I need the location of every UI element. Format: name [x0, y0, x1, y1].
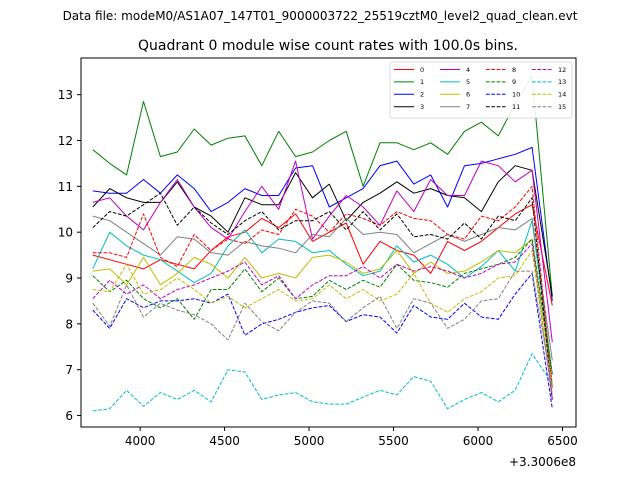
plot-area: [81, 58, 576, 427]
legend-label-6: 6: [466, 91, 470, 99]
legend-label-10: 10: [512, 91, 520, 99]
series-line-14: [92, 250, 553, 393]
legend-label-5: 5: [466, 78, 470, 86]
series-line-13: [92, 353, 553, 412]
series-layer: [92, 75, 553, 412]
chart-title: Quadrant 0 module wise count rates with …: [138, 38, 518, 54]
x-tick-label: 6500: [547, 434, 578, 448]
series-line-3: [92, 165, 553, 297]
x-tick-label: 5000: [294, 434, 325, 448]
x-tick-label: 6000: [463, 434, 494, 448]
legend-label-9: 9: [512, 78, 516, 86]
series-line-6: [92, 238, 553, 384]
series-line-11: [92, 192, 553, 400]
y-tick-label: 13: [58, 88, 73, 102]
x-tick-label: 5500: [378, 434, 409, 448]
y-tick-label: 10: [58, 226, 73, 240]
series-line-9: [92, 238, 553, 375]
y-tick-label: 11: [58, 180, 73, 194]
legend-label-13: 13: [558, 78, 566, 86]
legend-label-7: 7: [466, 103, 470, 111]
legend-label-11: 11: [512, 103, 520, 111]
legend-label-3: 3: [420, 103, 424, 111]
series-line-1: [92, 75, 553, 297]
y-tick-label: 7: [65, 363, 73, 377]
x-tick-label: 4500: [209, 434, 240, 448]
series-line-15: [92, 270, 553, 389]
legend-label-12: 12: [558, 66, 566, 74]
legend-label-4: 4: [466, 66, 470, 74]
y-tick-label: 12: [58, 134, 73, 148]
series-line-12: [92, 243, 553, 400]
x-axis: 4000 4500 5000 5500 6000 6500: [125, 427, 578, 448]
series-line-7: [92, 215, 553, 361]
legend-label-14: 14: [558, 91, 566, 99]
legend-label-15: 15: [558, 103, 566, 111]
legend-label-8: 8: [512, 66, 516, 74]
y-tick-label: 8: [65, 317, 73, 331]
x-offset-label: +3.3006e8: [509, 455, 576, 469]
series-line-0: [92, 204, 553, 306]
x-tick-label: 4000: [125, 434, 156, 448]
legend-box: [389, 61, 573, 119]
legend-label-0: 0: [420, 66, 424, 74]
series-line-2: [92, 146, 553, 301]
y-tick-label: 9: [65, 272, 73, 286]
series-line-4: [92, 160, 553, 343]
datafile-label: Data file: modeM0/AS1A07_147T01_90000037…: [63, 9, 578, 23]
axes-frame: [80, 57, 577, 428]
legend-label-1: 1: [420, 78, 424, 86]
series-line-5: [92, 220, 553, 375]
y-tick-label: 6: [65, 409, 73, 423]
series-line-8: [92, 185, 553, 389]
y-axis: 6 7 8 9 10 11 12 13: [58, 88, 81, 423]
legend-label-2: 2: [420, 91, 424, 99]
